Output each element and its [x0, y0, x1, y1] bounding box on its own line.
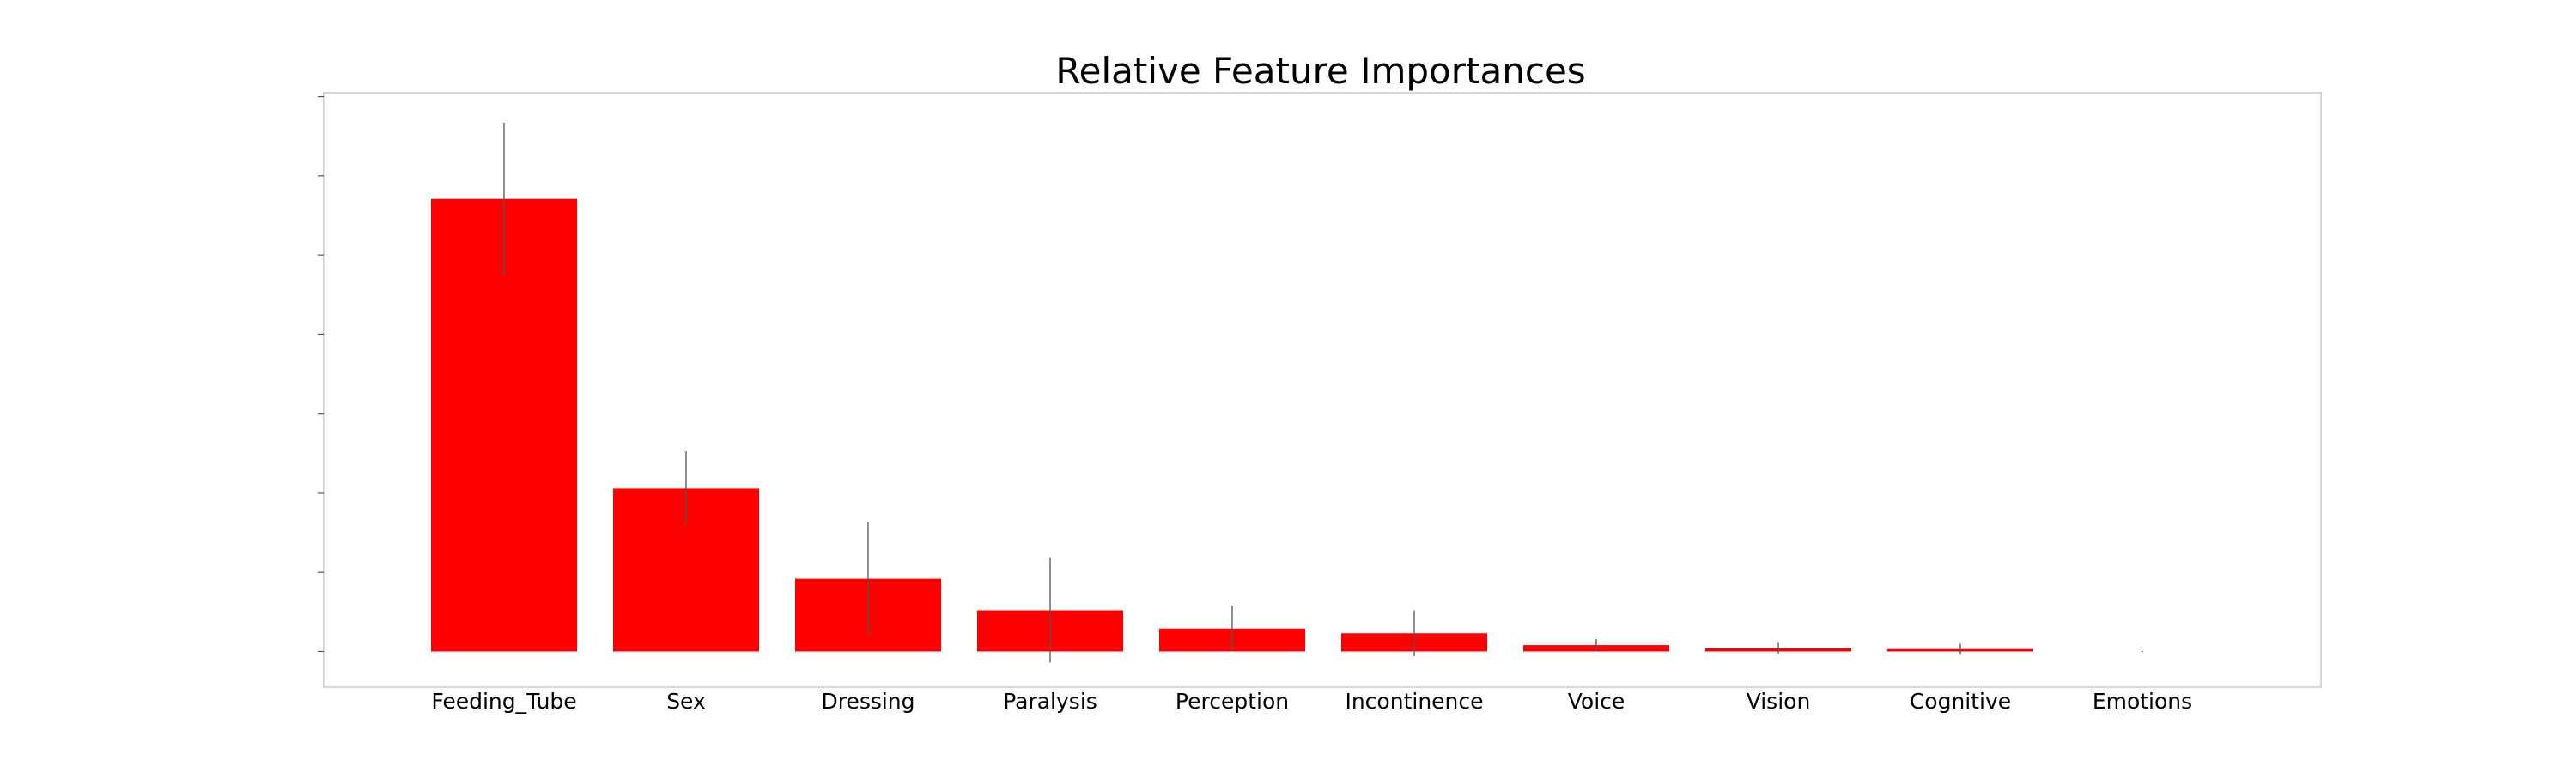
- error-bars: [503, 123, 2143, 663]
- x-tick-label-voice: Voice: [1568, 689, 1625, 714]
- x-tick-label-vision: Vision: [1747, 689, 1811, 714]
- chart-title: Relative Feature Importances: [1055, 50, 1585, 92]
- plot-area-frame: [323, 92, 2322, 688]
- x-axis-tick-labels: Feeding_Tube Sex Dressing Paralysis Percepti…: [431, 689, 2192, 714]
- x-tick-label-perception: Perception: [1176, 689, 1289, 714]
- x-tick-label-dressing: Dressing: [821, 689, 914, 714]
- y-axis-ticks: [318, 96, 324, 653]
- x-tick-label-cognitive: Cognitive: [1910, 689, 2011, 714]
- x-tick-label-paralysis: Paralysis: [1003, 689, 1097, 714]
- x-tick-label-incontinence: Incontinence: [1345, 689, 1483, 714]
- bars: [431, 198, 2033, 652]
- x-tick-label-feeding-tube: Feeding_Tube: [431, 689, 576, 714]
- x-tick-label-sex: Sex: [666, 689, 706, 714]
- x-tick-label-emotions: Emotions: [2093, 689, 2192, 714]
